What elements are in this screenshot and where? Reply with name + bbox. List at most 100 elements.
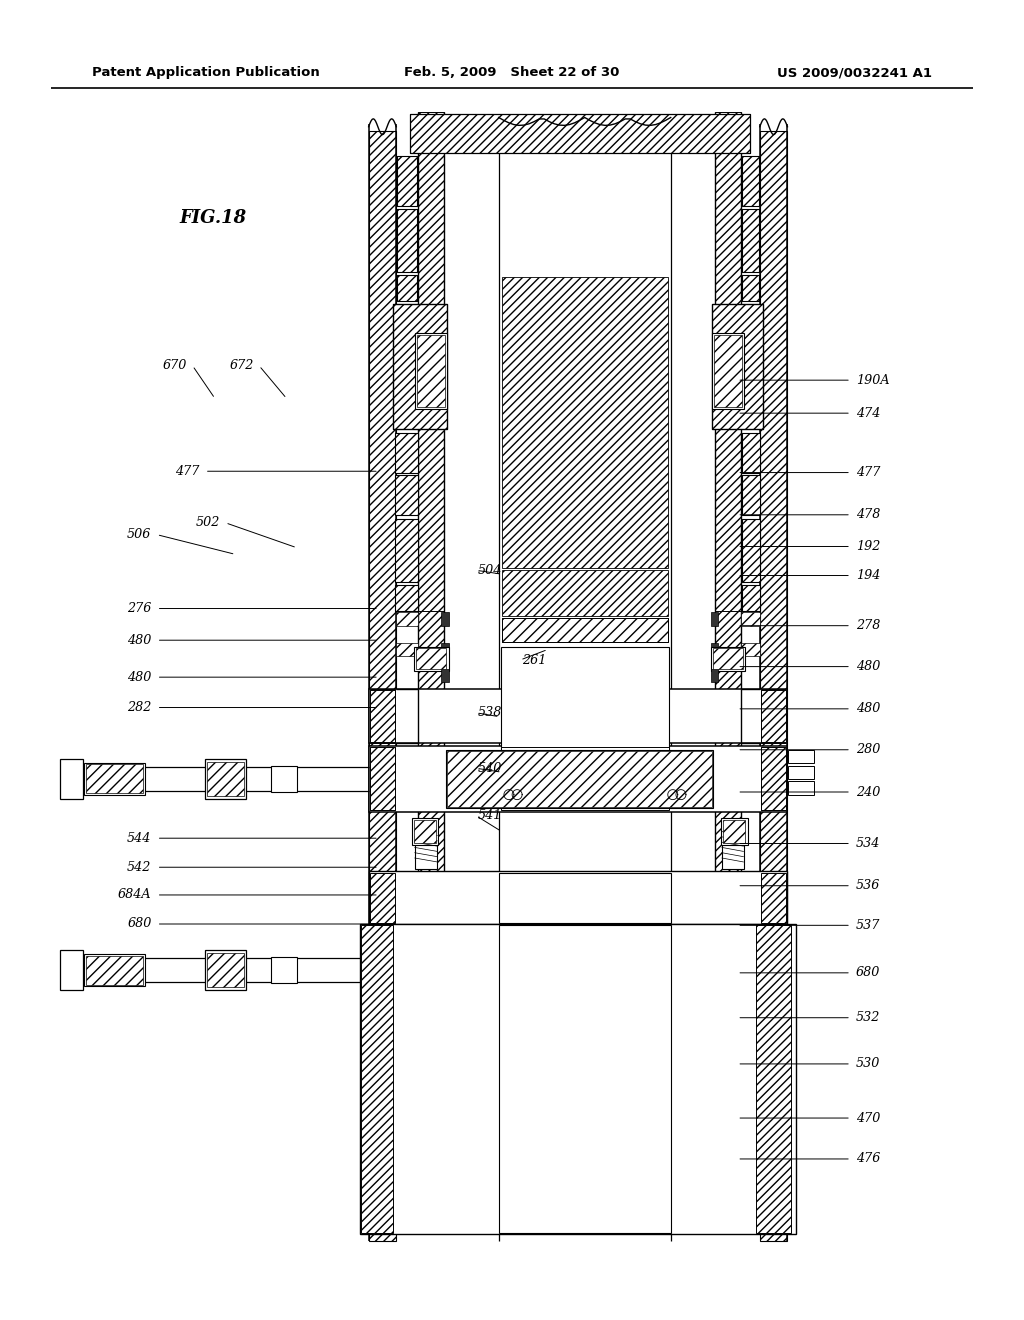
Text: 276: 276 (127, 602, 152, 615)
Bar (414, 820, 436, 843)
Text: 240: 240 (856, 785, 881, 799)
Bar (361, 925, 393, 1233)
Bar (722, 829, 744, 869)
Bar (742, 275, 759, 301)
Bar (418, 112, 444, 1069)
Bar (742, 519, 760, 582)
Bar (393, 304, 447, 429)
Bar (742, 433, 760, 473)
Bar (415, 829, 437, 869)
Bar (446, 750, 713, 808)
Bar (741, 643, 760, 656)
Bar (395, 519, 418, 582)
Bar (715, 611, 741, 730)
Bar (761, 689, 786, 743)
Bar (502, 618, 668, 642)
Bar (84, 763, 145, 795)
Bar (207, 762, 244, 796)
Bar (715, 112, 741, 1069)
Bar (397, 156, 417, 206)
Bar (84, 954, 145, 986)
Bar (441, 612, 449, 626)
Bar (761, 747, 786, 810)
Bar (416, 648, 446, 669)
Text: 478: 478 (856, 508, 881, 521)
Bar (360, 924, 796, 1234)
Bar (742, 475, 760, 515)
Text: 192: 192 (856, 540, 881, 553)
Text: 544: 544 (127, 832, 152, 845)
Bar (395, 585, 418, 611)
Bar (742, 475, 760, 515)
Bar (370, 747, 395, 810)
Text: Feb. 5, 2009   Sheet 22 of 30: Feb. 5, 2009 Sheet 22 of 30 (404, 66, 620, 79)
Bar (499, 873, 671, 923)
Bar (418, 611, 444, 730)
Bar (205, 759, 246, 799)
Text: US 2009/0032241 A1: US 2009/0032241 A1 (777, 66, 932, 79)
Bar (397, 275, 417, 301)
Bar (395, 585, 418, 611)
Bar (396, 612, 418, 626)
Text: 538: 538 (478, 706, 503, 719)
Bar (712, 304, 763, 429)
Bar (369, 131, 396, 1241)
Text: 541: 541 (478, 809, 503, 822)
Bar (788, 766, 814, 779)
Bar (415, 333, 447, 409)
Bar (742, 156, 759, 206)
Bar (271, 957, 297, 983)
Text: 261: 261 (522, 653, 547, 667)
Bar (502, 618, 668, 642)
Bar (501, 647, 669, 772)
Text: 684A: 684A (118, 888, 152, 902)
Bar (501, 747, 669, 810)
Text: 537: 537 (856, 919, 881, 932)
Bar (742, 519, 760, 582)
Bar (742, 585, 760, 611)
Bar (502, 277, 668, 568)
Text: 280: 280 (856, 743, 881, 756)
Bar (723, 820, 745, 843)
Bar (86, 764, 143, 793)
Bar (370, 689, 395, 743)
Bar (395, 519, 418, 582)
Bar (412, 818, 438, 845)
Text: 480: 480 (127, 634, 152, 647)
Bar (369, 746, 787, 812)
Text: 278: 278 (856, 619, 881, 632)
Bar (761, 747, 786, 810)
Bar (742, 156, 759, 206)
Bar (205, 950, 246, 990)
Text: FIG.18: FIG.18 (179, 209, 247, 227)
Text: 670: 670 (163, 359, 187, 372)
Bar (713, 648, 743, 669)
Text: 540: 540 (478, 762, 503, 775)
Bar (395, 433, 418, 473)
Text: 534: 534 (856, 837, 881, 850)
Text: 680: 680 (856, 966, 881, 979)
Bar (788, 750, 814, 763)
Text: 282: 282 (127, 701, 152, 714)
Bar (397, 209, 417, 272)
Bar (393, 304, 447, 429)
Bar (788, 781, 814, 795)
Bar (410, 114, 750, 153)
Bar (396, 643, 418, 656)
Bar (742, 585, 760, 611)
Bar (397, 209, 417, 272)
Bar (414, 647, 449, 671)
Bar (502, 570, 668, 616)
Bar (60, 950, 83, 990)
Bar (721, 818, 748, 845)
Bar (499, 925, 671, 1233)
Text: 190A: 190A (856, 374, 890, 387)
Bar (447, 751, 712, 807)
Text: 680: 680 (127, 917, 152, 931)
Bar (370, 747, 395, 810)
Bar (417, 335, 445, 407)
Bar (742, 209, 759, 272)
Bar (397, 156, 417, 206)
Text: 194: 194 (856, 569, 881, 582)
Text: 474: 474 (856, 407, 881, 420)
